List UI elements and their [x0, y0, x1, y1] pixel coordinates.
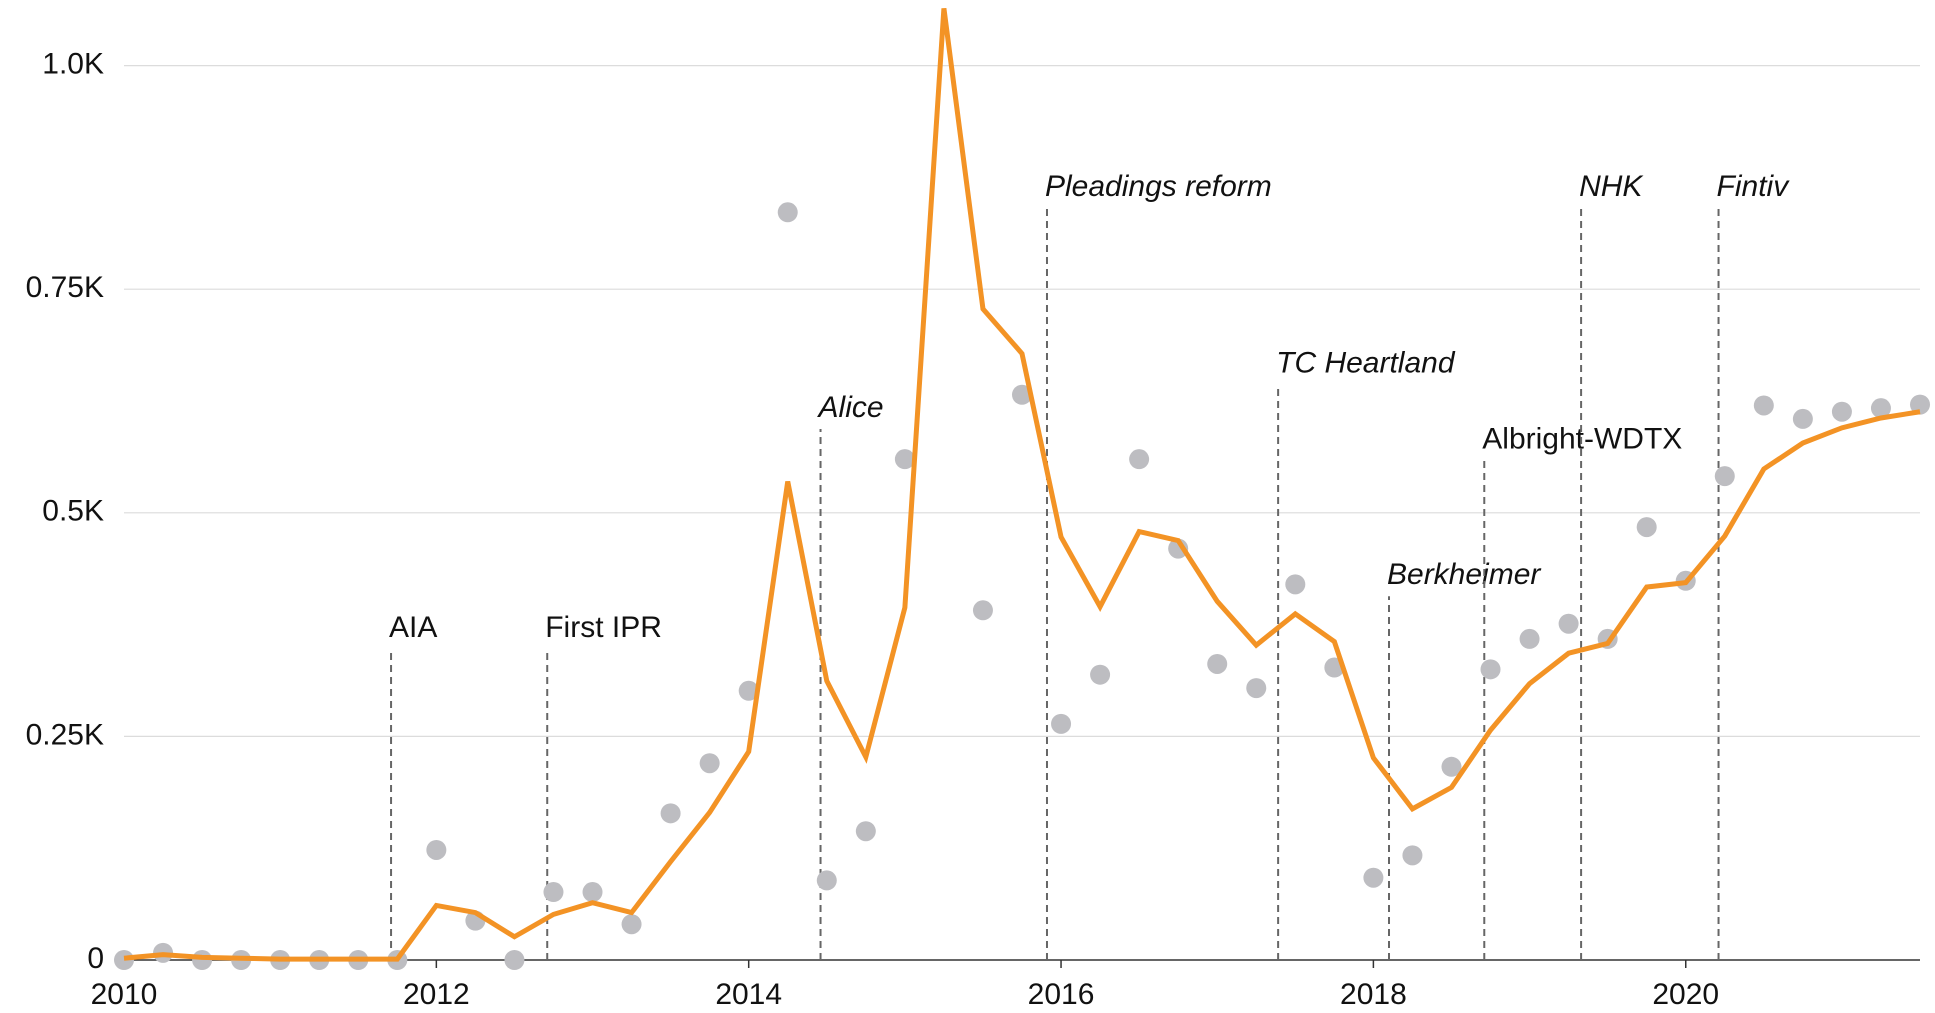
annotation-label: Albright-WDTX	[1482, 422, 1682, 455]
scatter-point	[1715, 466, 1735, 486]
x-tick-label: 2012	[403, 978, 470, 1011]
annotation-label: Pleadings reform	[1045, 170, 1272, 203]
y-tick-label: 0.5K	[42, 495, 104, 528]
scatter-point	[504, 950, 524, 970]
scatter-point	[1051, 714, 1071, 734]
scatter-point	[1363, 868, 1383, 888]
scatter-point	[1090, 665, 1110, 685]
y-tick-label: 1.0K	[42, 48, 104, 81]
x-tick-label: 2016	[1028, 978, 1095, 1011]
chart: 0 0.25K 0.5K 0.75K 1.0K 2010 2012 2014 2016 2018 2…	[0, 0, 1935, 1013]
y-tick-label: 0.75K	[26, 271, 104, 304]
scatter-point	[1481, 659, 1501, 679]
x-tick-label: 2018	[1340, 978, 1407, 1011]
x-tick-label: 2020	[1652, 978, 1719, 1011]
scatter-point	[543, 882, 563, 902]
scatter-point	[1129, 449, 1149, 469]
scatter-point	[192, 950, 212, 970]
scatter-point	[973, 600, 993, 620]
scatter-point	[1520, 629, 1540, 649]
scatter-point	[622, 914, 642, 934]
annotation-label: First IPR	[545, 611, 662, 644]
scatter-point	[1285, 574, 1305, 594]
line-series	[124, 8, 1920, 959]
scatter-point	[1207, 654, 1227, 674]
scatter-point	[1559, 614, 1579, 634]
scatter-point	[661, 803, 681, 823]
annotation-label: Berkheimer	[1387, 558, 1541, 591]
annotation-label: NHK	[1579, 170, 1644, 203]
scatter-point	[1832, 402, 1852, 422]
scatter-point	[1402, 845, 1422, 865]
x-tick-label: 2010	[91, 978, 158, 1011]
scatter-point	[1246, 678, 1266, 698]
y-tick-label: 0.25K	[26, 718, 104, 751]
scatter-point	[1754, 395, 1774, 415]
scatter-point	[583, 882, 603, 902]
scatter-point	[817, 870, 837, 890]
scatter-point	[778, 202, 798, 222]
annotation-label: AIA	[389, 611, 437, 644]
y-tick-label: 0	[87, 942, 104, 975]
annotation-label: Fintiv	[1717, 170, 1791, 203]
annotation-label: Alice	[817, 391, 884, 424]
scatter-point	[856, 821, 876, 841]
scatter-point	[1637, 517, 1657, 537]
scatter-point	[700, 753, 720, 773]
x-tick-label: 2014	[715, 978, 782, 1011]
annotation-label: TC Heartland	[1276, 346, 1456, 379]
scatter-point	[426, 840, 446, 860]
scatter-point	[1793, 409, 1813, 429]
